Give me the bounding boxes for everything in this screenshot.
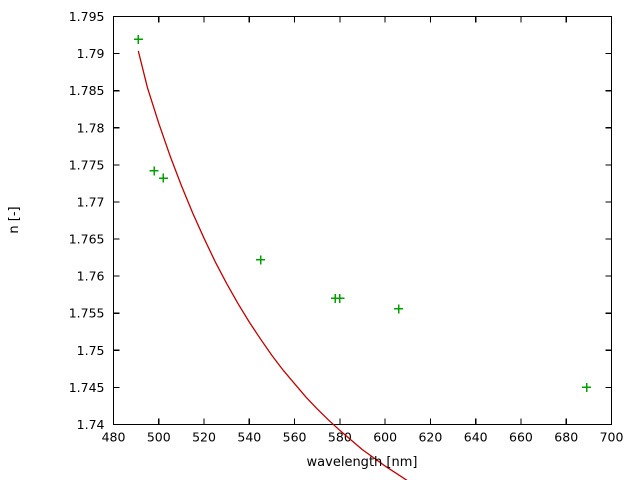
data-point-marker — [394, 304, 404, 314]
data-point-marker — [149, 166, 159, 176]
y-axis-ticks: 1.74 1.745 1.75 1.755 1.76 1.765 1.77 1.775 1.78… — [69, 9, 612, 432]
x-tick-label: 620 — [418, 430, 442, 445]
data-points-group — [133, 34, 592, 392]
y-tick-label: 1.76 — [77, 269, 105, 284]
y-tick-label: 1.79 — [77, 46, 105, 61]
y-tick-label: 1.77 — [77, 194, 105, 209]
y-tick-label: 1.795 — [69, 9, 105, 24]
x-tick-label: 480 — [102, 430, 126, 445]
y-axis-title: n [-] — [7, 206, 22, 233]
data-point-marker — [158, 173, 168, 183]
data-point-marker — [133, 34, 143, 44]
x-tick-label: 560 — [283, 430, 307, 445]
data-point-marker — [256, 255, 266, 265]
x-tick-label: 700 — [600, 430, 624, 445]
x-tick-label: 580 — [328, 430, 352, 445]
y-tick-label: 1.755 — [69, 306, 105, 321]
x-tick-label: 660 — [509, 430, 533, 445]
y-tick-label: 1.775 — [69, 157, 105, 172]
fit-curve-group — [137, 50, 408, 480]
x-tick-label: 500 — [147, 430, 171, 445]
x-tick-label: 520 — [192, 430, 216, 445]
y-tick-label: 1.745 — [69, 380, 105, 395]
x-tick-label: 680 — [554, 430, 578, 445]
x-tick-label: 640 — [464, 430, 488, 445]
data-point-marker — [582, 382, 592, 392]
plot-frame — [112, 15, 613, 426]
x-tick-label: 540 — [237, 430, 261, 445]
y-tick-label: 1.75 — [77, 343, 105, 358]
y-tick-label: 1.785 — [69, 83, 105, 98]
y-tick-label: 1.74 — [77, 417, 105, 432]
x-axis-title: wavelength [nm] — [307, 455, 418, 470]
x-axis-ticks: 480 500 520 540 560 580 600 620 640 660 680 700 — [102, 16, 624, 445]
fit-curve — [137, 50, 408, 480]
y-tick-label: 1.765 — [69, 232, 105, 247]
y-tick-label: 1.78 — [77, 120, 105, 135]
data-point-marker — [335, 293, 345, 303]
x-tick-label: 600 — [373, 430, 397, 445]
